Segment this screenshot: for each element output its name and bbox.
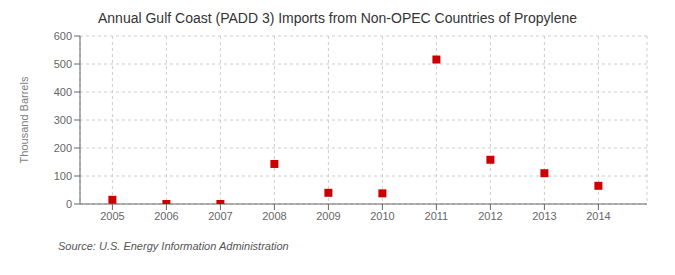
svg-text:2014: 2014 xyxy=(586,210,610,222)
svg-text:2012: 2012 xyxy=(478,210,502,222)
svg-text:300: 300 xyxy=(54,114,72,126)
svg-text:2010: 2010 xyxy=(370,210,394,222)
svg-text:2006: 2006 xyxy=(154,210,178,222)
svg-text:500: 500 xyxy=(54,58,72,70)
svg-text:2005: 2005 xyxy=(100,210,124,222)
svg-text:Thousand Barrels: Thousand Barrels xyxy=(18,76,30,163)
svg-text:2013: 2013 xyxy=(532,210,556,222)
svg-text:200: 200 xyxy=(54,142,72,154)
html-text:Annual Gulf Coast (PADD 3) Imp: Annual Gulf Coast (PADD 3) Imports from … xyxy=(98,10,577,26)
svg-text:2011: 2011 xyxy=(425,210,449,222)
svg-text:600: 600 xyxy=(54,30,72,42)
svg-text:0: 0 xyxy=(66,198,72,210)
svg-text:2009: 2009 xyxy=(316,210,340,222)
svg-text:2007: 2007 xyxy=(208,210,232,222)
svg-text:100: 100 xyxy=(54,170,72,182)
html-text:Source: U.S. Energy Informatio: Source: U.S. Energy Information Administ… xyxy=(58,240,289,252)
svg-text:400: 400 xyxy=(54,86,72,98)
svg-text:2008: 2008 xyxy=(262,210,286,222)
